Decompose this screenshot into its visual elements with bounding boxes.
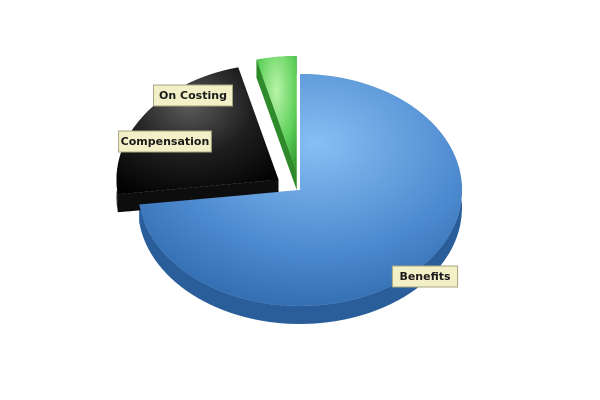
slice-wall-on-costing-0 <box>256 59 297 190</box>
slice-label-on-costing: On Costing <box>153 84 233 107</box>
slice-label-box <box>391 265 459 288</box>
slice-label-box <box>153 84 233 107</box>
pie-slice-on-costing[interactable] <box>256 55 297 172</box>
slice-label-text: On Costing <box>159 89 227 102</box>
slice-label-text: Benefits <box>399 270 451 283</box>
slice-label-benefits: Benefits <box>391 265 459 288</box>
slice-label-text: Compensation <box>121 135 210 148</box>
pie-slice-benefits[interactable] <box>139 74 463 307</box>
slice-label-compensation: Compensation <box>118 130 212 153</box>
slice-labels: Benefits Compensation On Costing <box>118 84 459 288</box>
slice-label-box <box>118 130 212 153</box>
